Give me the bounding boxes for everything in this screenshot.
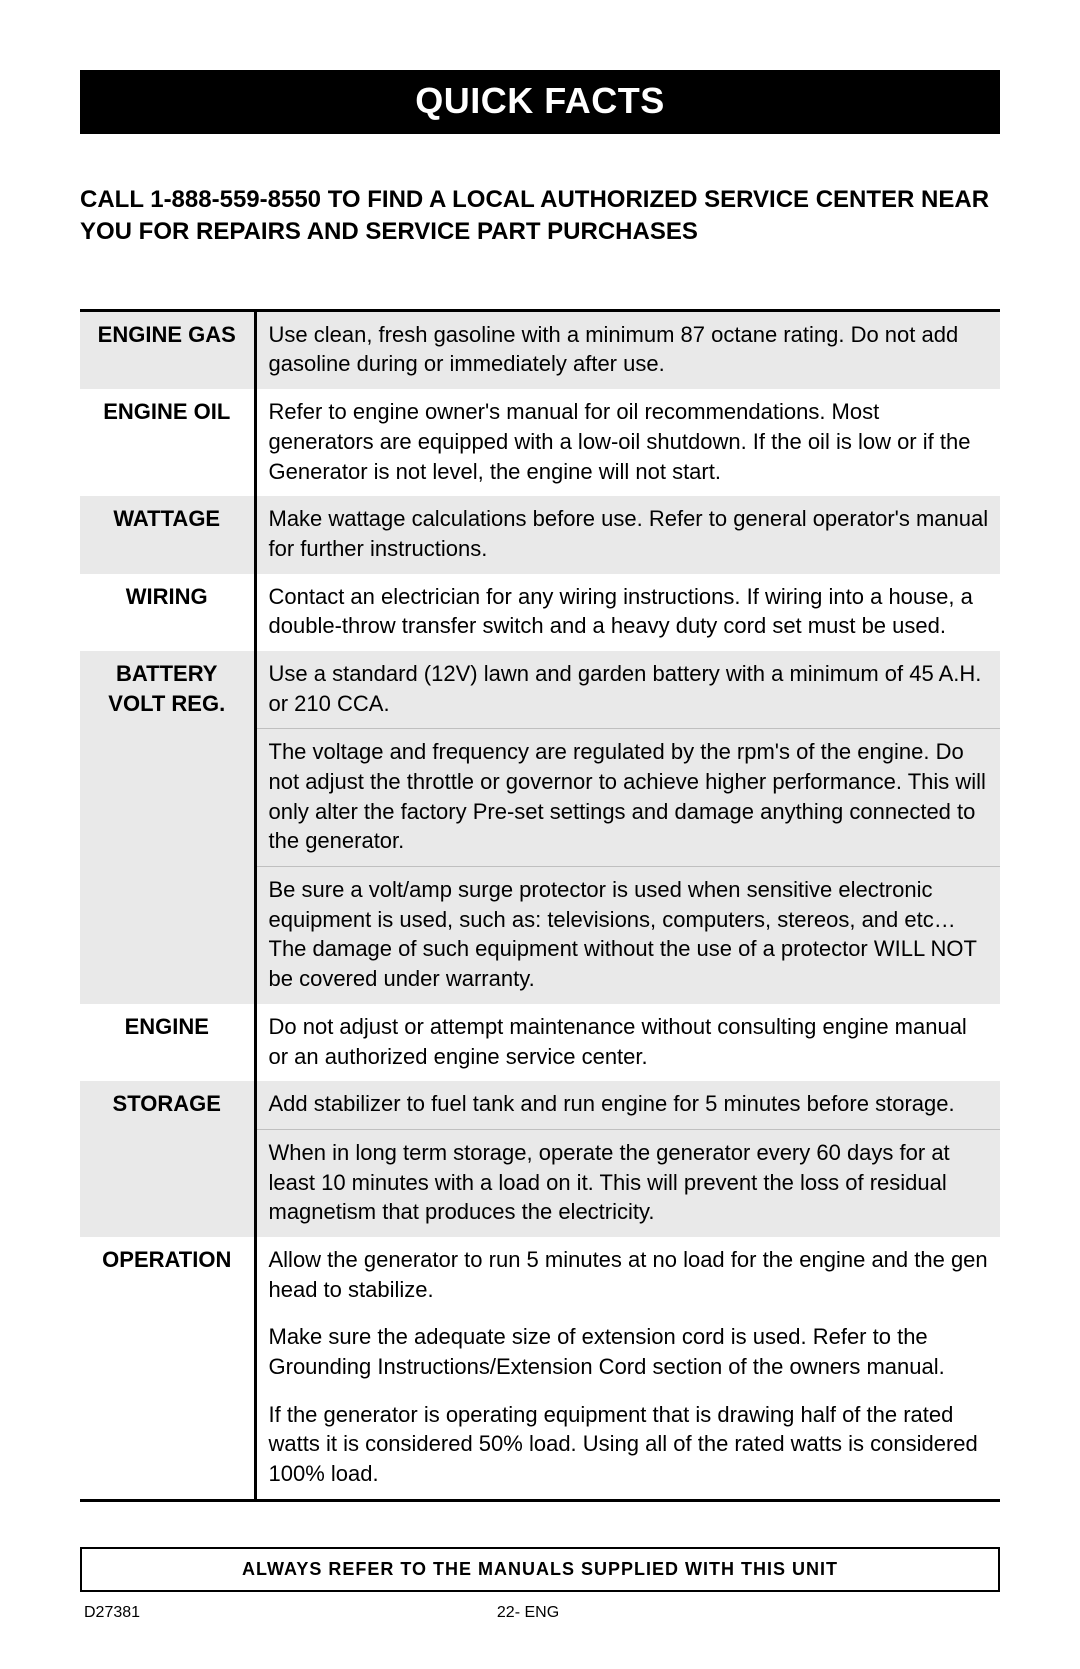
cell-engine-oil-0: Refer to engine owner's manual for oil r… [257, 389, 1001, 496]
label-engine: ENGINE [80, 1004, 255, 1081]
cell-operation-0: Allow the generator to run 5 minutes at … [257, 1237, 1001, 1314]
row-wattage: WATTAGE Make wattage calculations before… [80, 496, 1000, 573]
footer-row: D27381 22- ENG [80, 1604, 1000, 1622]
cell-storage-1: When in long term storage, operate the g… [257, 1129, 1001, 1237]
row-wiring: WIRING Contact an electrician for any wi… [80, 574, 1000, 651]
call-text: CALL 1-888-559-8550 TO FIND A LOCAL AUTH… [80, 184, 1000, 249]
cell-engine-gas-0: Use clean, fresh gasoline with a minimum… [257, 312, 1001, 389]
cell-storage-0: Add stabilizer to fuel tank and run engi… [257, 1081, 1001, 1129]
footer-notice: ALWAYS REFER TO THE MANUALS SUPPLIED WIT… [80, 1547, 1000, 1592]
row-engine-oil: ENGINE OIL Refer to engine owner's manua… [80, 389, 1000, 496]
row-engine-gas: ENGINE GAS Use clean, fresh gasoline wit… [80, 310, 1000, 389]
label-battery: BATTERY VOLT REG. [80, 651, 255, 1004]
label-engine-gas: ENGINE GAS [80, 310, 255, 389]
cell-operation-1: Make sure the adequate size of extension… [257, 1314, 1001, 1391]
facts-table: ENGINE GAS Use clean, fresh gasoline wit… [80, 309, 1000, 1502]
cell-wattage-0: Make wattage calculations before use. Re… [257, 496, 1001, 573]
row-battery: BATTERY VOLT REG. Use a standard (12V) l… [80, 651, 1000, 1004]
page-title: QUICK FACTS [80, 70, 1000, 134]
document-number: D27381 [84, 1604, 140, 1622]
label-wiring: WIRING [80, 574, 255, 651]
cell-engine-0: Do not adjust or attempt maintenance wit… [257, 1004, 1001, 1081]
label-storage: STORAGE [80, 1081, 255, 1237]
label-operation: OPERATION [80, 1237, 255, 1500]
cell-battery-0: Use a standard (12V) lawn and garden bat… [257, 651, 1001, 728]
row-storage: STORAGE Add stabilizer to fuel tank and … [80, 1081, 1000, 1237]
cell-battery-2: Be sure a volt/amp surge protector is us… [257, 866, 1001, 1004]
row-engine: ENGINE Do not adjust or attempt maintena… [80, 1004, 1000, 1081]
label-wattage: WATTAGE [80, 496, 255, 573]
cell-battery-1: The voltage and frequency are regulated … [257, 728, 1001, 866]
cell-wiring-0: Contact an electrician for any wiring in… [257, 574, 1001, 651]
page-number: 22- ENG [497, 1604, 559, 1622]
label-engine-oil: ENGINE OIL [80, 389, 255, 496]
cell-operation-2: If the generator is operating equipment … [257, 1392, 1001, 1499]
row-operation: OPERATION Allow the generator to run 5 m… [80, 1237, 1000, 1500]
